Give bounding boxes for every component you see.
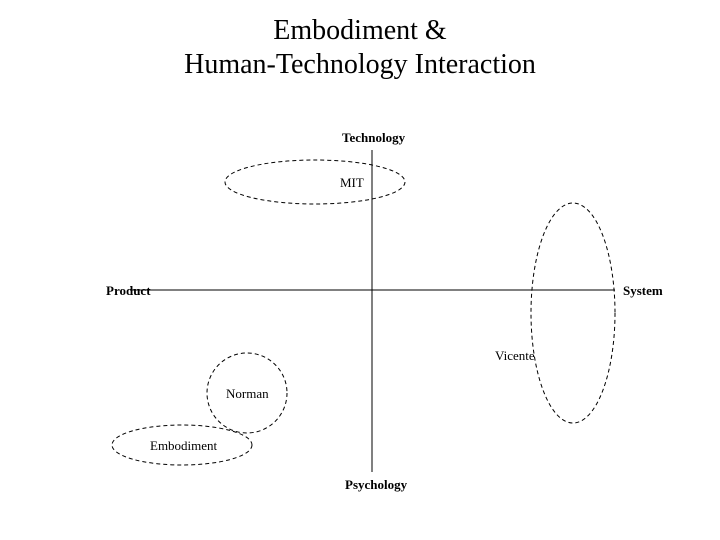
axis-label-left: Product (106, 283, 151, 299)
node-label-embodiment: Embodiment (150, 438, 217, 454)
quadrant-diagram: Technology Psychology Product System MIT… (0, 0, 720, 540)
axis-label-bottom: Psychology (345, 477, 407, 493)
node-label-vicente: Vicente (495, 348, 535, 364)
node-label-mit: MIT (340, 175, 364, 191)
axis-label-right: System (623, 283, 663, 299)
ellipse-vicente (531, 203, 615, 423)
ellipse-mit (225, 160, 405, 204)
diagram-svg (0, 0, 720, 540)
node-label-norman: Norman (226, 386, 269, 402)
axis-label-top: Technology (342, 130, 405, 146)
